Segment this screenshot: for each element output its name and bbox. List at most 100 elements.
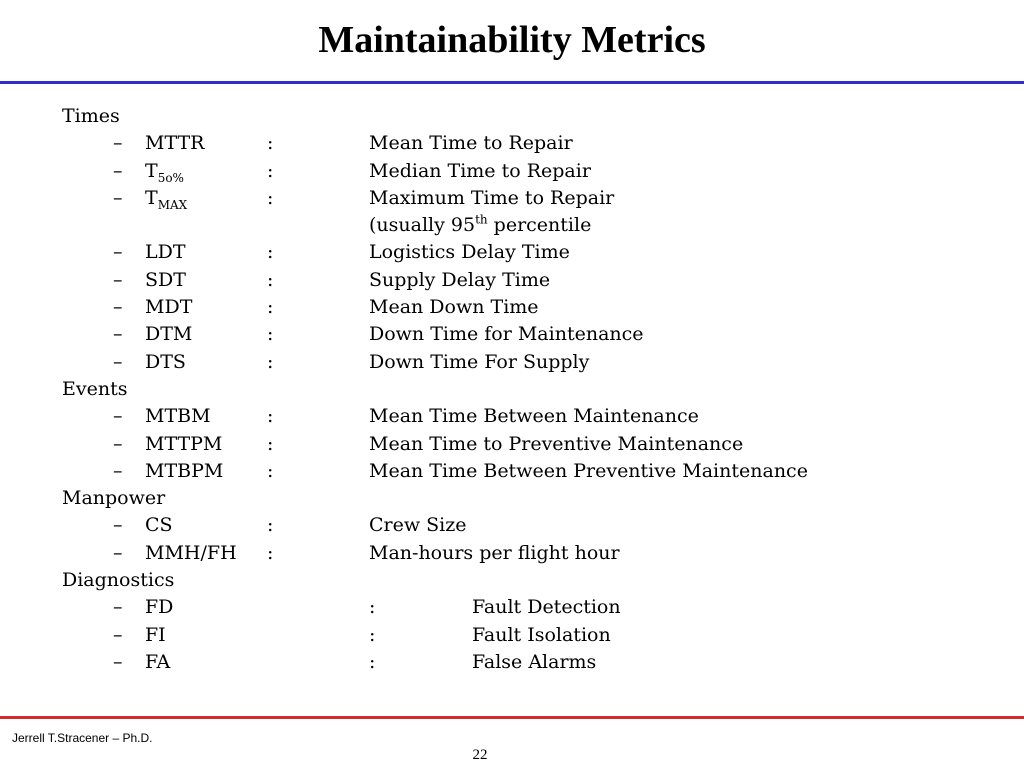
metric-description: Median Time to Repair bbox=[369, 159, 591, 182]
metric-row-tmax-continuation: (usually 95th percentile bbox=[0, 212, 1024, 239]
bullet-dash: – bbox=[113, 514, 123, 537]
bullet-dash: – bbox=[113, 432, 123, 455]
metric-description: Supply Delay Time bbox=[369, 268, 551, 291]
section-label: Manpower bbox=[62, 487, 166, 510]
metric-abbr: TMAX bbox=[145, 185, 187, 212]
metric-abbr-subscript: 5o% bbox=[157, 170, 184, 185]
metric-row-tmax: – TMAX : Maximum Time to Repair bbox=[0, 185, 1024, 212]
bullet-dash: – bbox=[113, 623, 123, 646]
metric-row-mdt: – MDT : Mean Down Time bbox=[0, 294, 1024, 321]
separator-colon: : bbox=[267, 323, 274, 346]
separator-colon: : bbox=[267, 186, 274, 209]
separator-colon: : bbox=[267, 268, 274, 291]
metric-abbr: SDT bbox=[145, 268, 186, 291]
bullet-dash: – bbox=[113, 350, 123, 373]
separator-colon: : bbox=[267, 405, 274, 428]
metric-row-fd: – FD : Fault Detection bbox=[0, 594, 1024, 621]
metric-row-mttr: – MTTR : Mean Time to Repair bbox=[0, 130, 1024, 157]
section-heading-times: Times bbox=[0, 103, 1024, 130]
metric-description: Fault Isolation bbox=[472, 623, 611, 646]
metrics-list: Times – MTTR : Mean Time to Repair – T5o… bbox=[0, 103, 1024, 676]
separator-colon: : bbox=[369, 623, 376, 646]
metric-row-dts: – DTS : Down Time For Supply bbox=[0, 349, 1024, 376]
bullet-dash: – bbox=[113, 596, 123, 619]
metric-abbr-subscript: MAX bbox=[157, 197, 188, 212]
bullet-dash: – bbox=[113, 323, 123, 346]
metric-abbr: MTBPM bbox=[145, 459, 224, 482]
metric-abbr: FA bbox=[145, 650, 171, 673]
metric-description: Mean Time to Repair bbox=[369, 132, 573, 155]
section-label: Diagnostics bbox=[62, 569, 175, 592]
separator-colon: : bbox=[267, 350, 274, 373]
metric-description: Fault Detection bbox=[472, 596, 621, 619]
metric-description: Maximum Time to Repair bbox=[369, 186, 615, 209]
slide-title: Maintainability Metrics bbox=[318, 19, 706, 61]
metric-row-mmh-fh: – MMH/FH : Man-hours per flight hour bbox=[0, 540, 1024, 567]
bullet-dash: – bbox=[113, 132, 123, 155]
metric-abbr: FD bbox=[145, 596, 174, 619]
separator-colon: : bbox=[267, 241, 274, 264]
metric-description: False Alarms bbox=[472, 650, 597, 673]
section-heading-manpower: Manpower bbox=[0, 485, 1024, 512]
separator-colon: : bbox=[267, 432, 274, 455]
metric-abbr: LDT bbox=[145, 241, 186, 264]
metric-description: Man-hours per flight hour bbox=[369, 541, 620, 564]
metric-abbr-base: T bbox=[145, 186, 158, 209]
bullet-dash: – bbox=[113, 405, 123, 428]
metric-description: Logistics Delay Time bbox=[369, 241, 570, 264]
bullet-dash: – bbox=[113, 296, 123, 319]
metric-description: Mean Time Between Maintenance bbox=[369, 405, 699, 428]
metric-row-cs: – CS : Crew Size bbox=[0, 512, 1024, 539]
separator-colon: : bbox=[267, 459, 274, 482]
metric-row-fa: – FA : False Alarms bbox=[0, 649, 1024, 676]
ordinal-superscript: th bbox=[475, 212, 488, 227]
metric-row-sdt: – SDT : Supply Delay Time bbox=[0, 267, 1024, 294]
metric-abbr: DTS bbox=[145, 350, 186, 373]
metric-row-ldt: – LDT : Logistics Delay Time bbox=[0, 239, 1024, 266]
separator-colon: : bbox=[267, 159, 274, 182]
metric-description-continuation: (usually 95th percentile bbox=[369, 212, 591, 239]
metric-abbr: MTTPM bbox=[145, 432, 223, 455]
metric-description: Mean Time to Preventive Maintenance bbox=[369, 432, 744, 455]
title-divider bbox=[0, 81, 1024, 84]
section-label: Times bbox=[62, 105, 120, 127]
separator-colon: : bbox=[369, 650, 376, 673]
page-number: 22 bbox=[472, 747, 488, 763]
metric-description: Down Time for Maintenance bbox=[369, 323, 644, 346]
metric-abbr: FI bbox=[145, 623, 166, 646]
section-heading-events: Events bbox=[0, 376, 1024, 403]
metric-abbr: MDT bbox=[145, 296, 193, 319]
bullet-dash: – bbox=[113, 268, 123, 291]
metric-abbr: CS bbox=[145, 514, 173, 537]
section-heading-diagnostics: Diagnostics bbox=[0, 567, 1024, 594]
separator-colon: : bbox=[369, 596, 376, 619]
continuation-text: (usually 95 bbox=[369, 214, 476, 237]
metric-abbr: DTM bbox=[145, 323, 193, 346]
metric-abbr: T5o% bbox=[145, 158, 184, 185]
bullet-dash: – bbox=[113, 241, 123, 264]
metric-row-mttpm: – MTTPM : Mean Time to Preventive Mainte… bbox=[0, 431, 1024, 458]
bullet-dash: – bbox=[113, 186, 123, 209]
continuation-text-end: percentile bbox=[487, 214, 592, 237]
metric-description: Mean Down Time bbox=[369, 296, 539, 319]
metric-row-t50: – T5o% : Median Time to Repair bbox=[0, 158, 1024, 185]
metric-description: Down Time For Supply bbox=[369, 350, 590, 373]
separator-colon: : bbox=[267, 132, 274, 155]
section-label: Events bbox=[62, 377, 128, 400]
metric-row-mtbpm: – MTBPM : Mean Time Between Preventive M… bbox=[0, 458, 1024, 485]
footer-author: Jerrell T.Stracener – Ph.D. bbox=[12, 731, 153, 745]
bullet-dash: – bbox=[113, 650, 123, 673]
separator-colon: : bbox=[267, 296, 274, 319]
metric-abbr: MMH/FH bbox=[145, 541, 237, 564]
metric-row-mtbm: – MTBM : Mean Time Between Maintenance bbox=[0, 403, 1024, 430]
metric-abbr: MTBM bbox=[145, 405, 211, 428]
bullet-dash: – bbox=[113, 159, 123, 182]
bullet-dash: – bbox=[113, 459, 123, 482]
bullet-dash: – bbox=[113, 541, 123, 564]
metric-row-dtm: – DTM : Down Time for Maintenance bbox=[0, 321, 1024, 348]
separator-colon: : bbox=[267, 541, 274, 564]
metric-description: Mean Time Between Preventive Maintenance bbox=[369, 459, 808, 482]
separator-colon: : bbox=[267, 514, 274, 537]
metric-row-fi: – FI : Fault Isolation bbox=[0, 622, 1024, 649]
metric-abbr-base: T bbox=[145, 159, 158, 182]
